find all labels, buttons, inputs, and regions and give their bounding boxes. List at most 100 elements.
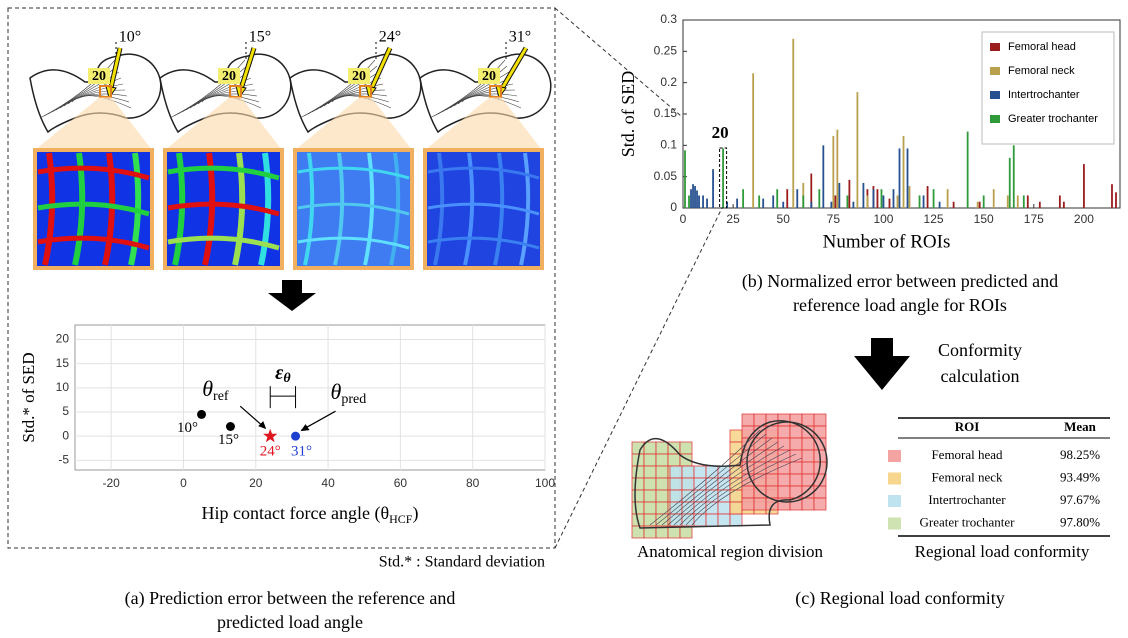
texture-line bbox=[463, 152, 475, 266]
femur-outline bbox=[634, 419, 822, 529]
theta-ref: θref bbox=[202, 376, 229, 404]
bar bbox=[978, 201, 981, 208]
texture-line bbox=[102, 152, 116, 266]
x-tick-label: 0 bbox=[180, 476, 187, 490]
trabecular-line bbox=[59, 89, 126, 109]
epsilon: ε bbox=[275, 362, 284, 384]
bar bbox=[902, 135, 905, 208]
bar bbox=[758, 195, 761, 208]
legend-swatch bbox=[990, 115, 1000, 123]
bar bbox=[722, 148, 724, 208]
roi-label: 20 bbox=[482, 69, 496, 84]
roi-tag bbox=[348, 68, 370, 84]
legend-label: Intertrochanter bbox=[1008, 89, 1080, 101]
bar bbox=[736, 198, 739, 208]
x-tick-label: 60 bbox=[394, 476, 408, 490]
region-cell bbox=[693, 489, 707, 503]
region-cell bbox=[729, 441, 743, 455]
bar bbox=[776, 189, 779, 208]
bar bbox=[810, 201, 813, 208]
y-tick-label: 15 bbox=[56, 356, 70, 370]
region-cell bbox=[655, 453, 669, 467]
region-cell bbox=[729, 489, 743, 503]
step-label: calculation bbox=[941, 366, 1020, 386]
bar bbox=[908, 186, 911, 208]
head-outline bbox=[746, 421, 828, 503]
texture-line bbox=[363, 152, 375, 266]
region-cell bbox=[729, 513, 743, 527]
femur-image: 24° 20 bbox=[289, 29, 422, 270]
bar bbox=[688, 195, 690, 208]
region-cell bbox=[643, 501, 657, 515]
theta-pred: θpred bbox=[331, 379, 367, 407]
y-tick-label: 0.05 bbox=[654, 169, 678, 183]
bar bbox=[1006, 195, 1009, 208]
region-cell bbox=[631, 477, 645, 491]
trabecular-line bbox=[201, 95, 262, 109]
trabecular-line bbox=[189, 89, 256, 109]
pointer-head bbox=[300, 424, 310, 432]
trabecular-line bbox=[661, 437, 773, 526]
y-tick-label: 0.2 bbox=[660, 75, 677, 89]
caption: (a) Prediction error between the referen… bbox=[125, 588, 456, 609]
angle-label: 15° bbox=[249, 29, 271, 46]
bar bbox=[982, 195, 985, 208]
trabecular-line bbox=[673, 445, 785, 526]
x-tick-label: 25 bbox=[726, 212, 740, 226]
bar bbox=[1026, 195, 1029, 208]
texture-line bbox=[297, 236, 410, 250]
theta-sub: ref bbox=[213, 389, 229, 404]
trabecular-line bbox=[685, 453, 797, 526]
trabecular-line bbox=[323, 93, 388, 107]
bar bbox=[1058, 195, 1061, 208]
step-label: Conformity bbox=[938, 340, 1022, 360]
x-tick-label: 75 bbox=[827, 212, 841, 226]
zoom-funnel bbox=[165, 97, 282, 150]
region-cell bbox=[669, 465, 683, 479]
x-axis-label-part: Hip contact force angle (θ bbox=[202, 503, 390, 524]
down-arrow bbox=[268, 280, 316, 311]
bar bbox=[932, 189, 935, 208]
load-arrow bbox=[238, 47, 256, 93]
region-cell bbox=[643, 477, 657, 491]
texture-line bbox=[297, 202, 410, 216]
region-cell bbox=[765, 437, 779, 451]
texture-line bbox=[72, 152, 86, 266]
bar bbox=[712, 169, 714, 208]
region-cell bbox=[729, 501, 743, 515]
bar bbox=[966, 131, 969, 208]
region-cell bbox=[741, 413, 755, 427]
point-star bbox=[263, 428, 278, 443]
row-name: Femoral head bbox=[931, 447, 1003, 462]
region-cell bbox=[813, 413, 827, 427]
roi-label: 20 bbox=[92, 69, 106, 84]
trabecular-line bbox=[655, 433, 767, 526]
region-cell bbox=[765, 473, 779, 487]
region-cell bbox=[777, 449, 791, 463]
region-cell bbox=[813, 425, 827, 439]
zoom-connector bbox=[554, 207, 723, 549]
row-mean: 98.25% bbox=[1060, 447, 1100, 462]
region-cell bbox=[741, 425, 755, 439]
bar bbox=[888, 198, 891, 208]
point bbox=[197, 409, 207, 419]
row-mean: 97.80% bbox=[1060, 514, 1100, 529]
x-tick-label: 125 bbox=[924, 212, 944, 226]
region-cell bbox=[765, 425, 779, 439]
texture-line bbox=[37, 165, 150, 181]
texture-line bbox=[493, 152, 505, 266]
texture-line bbox=[172, 152, 186, 266]
bar bbox=[818, 189, 821, 208]
region-cell bbox=[789, 437, 803, 451]
bar bbox=[702, 195, 704, 208]
bar bbox=[1012, 145, 1015, 208]
bar bbox=[832, 135, 835, 208]
trabecular-line bbox=[319, 89, 386, 109]
bar bbox=[952, 201, 955, 208]
region-cell bbox=[753, 497, 767, 511]
femur-image: 10° 20 bbox=[29, 29, 162, 270]
bar bbox=[1062, 201, 1065, 208]
x-axis-label-sub: HCF bbox=[389, 512, 413, 526]
legend-label: Femoral head bbox=[1008, 41, 1076, 53]
roi-label: 20 bbox=[352, 69, 366, 84]
